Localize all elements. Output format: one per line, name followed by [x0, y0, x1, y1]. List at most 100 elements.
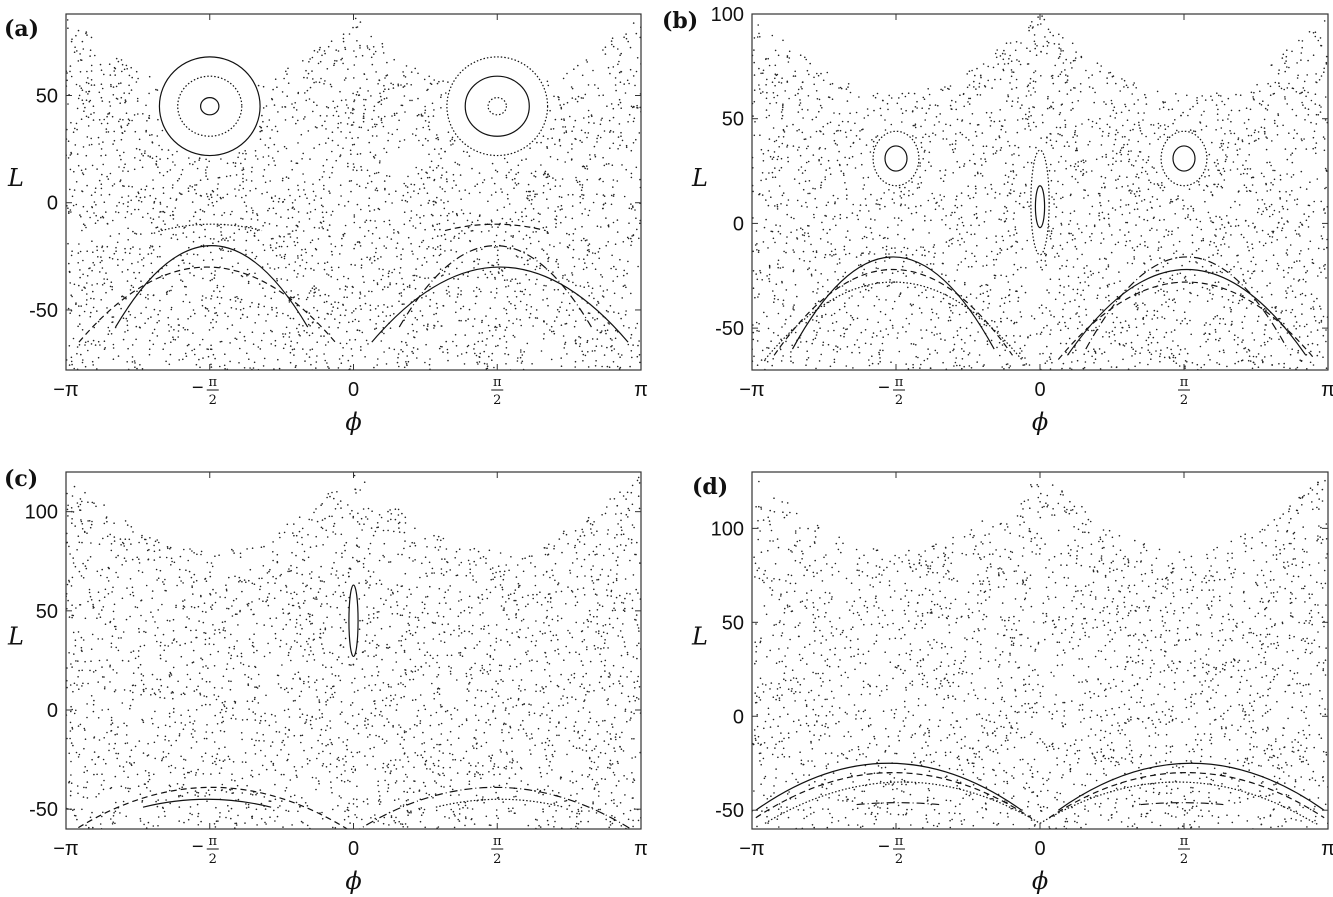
sea-point [66, 79, 68, 82]
sea-point [562, 292, 565, 295]
sea-point [1303, 325, 1306, 328]
sea-point [480, 231, 483, 233]
sea-point [634, 209, 636, 211]
sea-point [954, 148, 956, 150]
sea-point [393, 112, 396, 115]
sea-point [496, 246, 498, 248]
sea-point [402, 71, 404, 73]
sea-point [284, 119, 287, 121]
sea-point [785, 340, 787, 343]
sea-point [1004, 53, 1006, 55]
sea-point [619, 54, 621, 56]
sea-point [244, 158, 246, 160]
sea-point [1263, 127, 1266, 129]
sea-point [106, 245, 109, 248]
sea-point [766, 346, 768, 349]
sea-point [575, 320, 577, 323]
sea-point [1248, 350, 1251, 352]
sea-point [525, 190, 528, 193]
sea-point [481, 332, 484, 334]
sea-point [956, 364, 958, 367]
sea-point [587, 366, 590, 368]
sea-point [283, 255, 286, 258]
sea-point [172, 233, 175, 236]
sea-point [439, 244, 442, 247]
sea-point [565, 309, 568, 312]
sea-point [442, 304, 445, 307]
sea-point [302, 230, 305, 232]
sea-point [323, 268, 326, 271]
sea-point [352, 121, 355, 124]
sea-point [594, 319, 596, 321]
sea-point [170, 326, 172, 328]
sea-point [416, 318, 419, 321]
sea-point [1028, 26, 1030, 29]
sea-point [885, 245, 888, 248]
sea-point [945, 274, 947, 277]
sea-point [505, 341, 508, 343]
sea-point [582, 268, 585, 271]
sea-point [385, 151, 388, 154]
sea-point [178, 192, 181, 194]
sea-point [1314, 93, 1317, 95]
sea-point [210, 344, 212, 347]
sea-point [845, 365, 848, 367]
sea-point [1157, 269, 1160, 272]
sea-point [1028, 205, 1030, 208]
sea-point [367, 90, 369, 92]
sea-point [602, 156, 604, 159]
sea-point [210, 194, 212, 196]
sea-point [327, 366, 329, 368]
sea-point [390, 238, 393, 240]
sea-point [79, 53, 81, 55]
sea-point [380, 99, 383, 101]
sea-point [1297, 349, 1300, 352]
sea-point [1290, 176, 1293, 178]
sea-point [307, 318, 310, 320]
sea-point [436, 307, 439, 309]
sea-point [135, 233, 138, 235]
sea-point [256, 213, 258, 215]
sea-point [586, 168, 589, 170]
sea-point [336, 278, 339, 281]
sea-point [1001, 52, 1004, 55]
sea-point [1120, 199, 1122, 201]
sea-point [131, 76, 133, 79]
sea-point [584, 239, 587, 242]
sea-point [865, 236, 868, 239]
sea-point [281, 106, 284, 108]
sea-point [262, 287, 264, 290]
sea-point [896, 102, 899, 105]
sea-point [989, 210, 992, 212]
sea-point [217, 177, 220, 179]
sea-point [376, 282, 379, 284]
sea-point [380, 117, 383, 120]
sea-point [958, 313, 961, 316]
sea-point [794, 75, 797, 77]
sea-point [123, 166, 125, 169]
sea-point [254, 322, 256, 324]
sea-point [306, 212, 309, 214]
sea-point [344, 48, 347, 51]
sea-point [1302, 104, 1304, 106]
sea-point [894, 251, 896, 254]
sea-point [414, 227, 417, 229]
sea-point [838, 113, 841, 115]
sea-point [140, 233, 142, 235]
sea-point [535, 265, 538, 268]
sea-point [550, 358, 553, 361]
sea-point [210, 363, 212, 366]
sea-point [356, 183, 358, 186]
sea-point [326, 158, 328, 161]
sea-point [94, 54, 96, 57]
sea-point [124, 216, 127, 219]
sea-point [111, 115, 114, 118]
sea-point [843, 335, 845, 338]
sea-point [907, 368, 910, 370]
sea-point [1007, 230, 1010, 232]
sea-point [377, 257, 379, 260]
sea-point [918, 186, 921, 189]
sea-point [1169, 277, 1171, 280]
sea-point [1246, 351, 1248, 353]
sea-point [271, 157, 274, 159]
